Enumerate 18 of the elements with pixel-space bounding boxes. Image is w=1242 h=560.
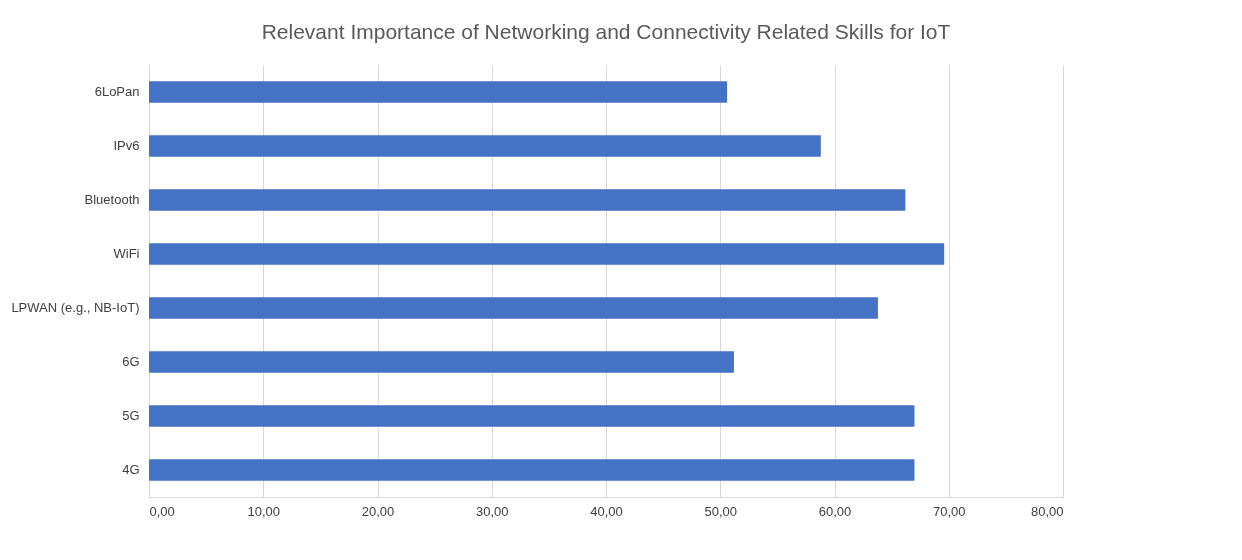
x-tick-label: 40,00 [590,503,623,519]
y-tick-label: WiFi [113,246,140,261]
y-tick-label: LPWAN (e.g., NB-IoT) [11,300,140,315]
x-tick-label: 70,00 [932,503,966,519]
x-tick-label: 80,00 [1030,503,1064,519]
x-tick-label: 10,00 [247,503,281,519]
y-tick-label: IPv6 [113,138,140,153]
x-tick-label: 20,00 [361,503,395,519]
y-tick-label: 6LoPan [94,84,140,99]
x-tick-label: 0,00 [149,503,175,519]
y-tick-label: 5G [122,408,140,423]
x-tick-label: 60,00 [818,503,852,519]
x-tick-label: 30,00 [475,503,509,519]
y-tick-label: 6G [122,354,140,369]
x-tick-label: 50,00 [704,503,738,519]
y-tick-label: Bluetooth [84,192,140,207]
chart-title: Relevant Importance of Networking and Connectivity Related Skills for IoT [261,20,951,43]
y-tick-label: 4G [122,462,140,477]
